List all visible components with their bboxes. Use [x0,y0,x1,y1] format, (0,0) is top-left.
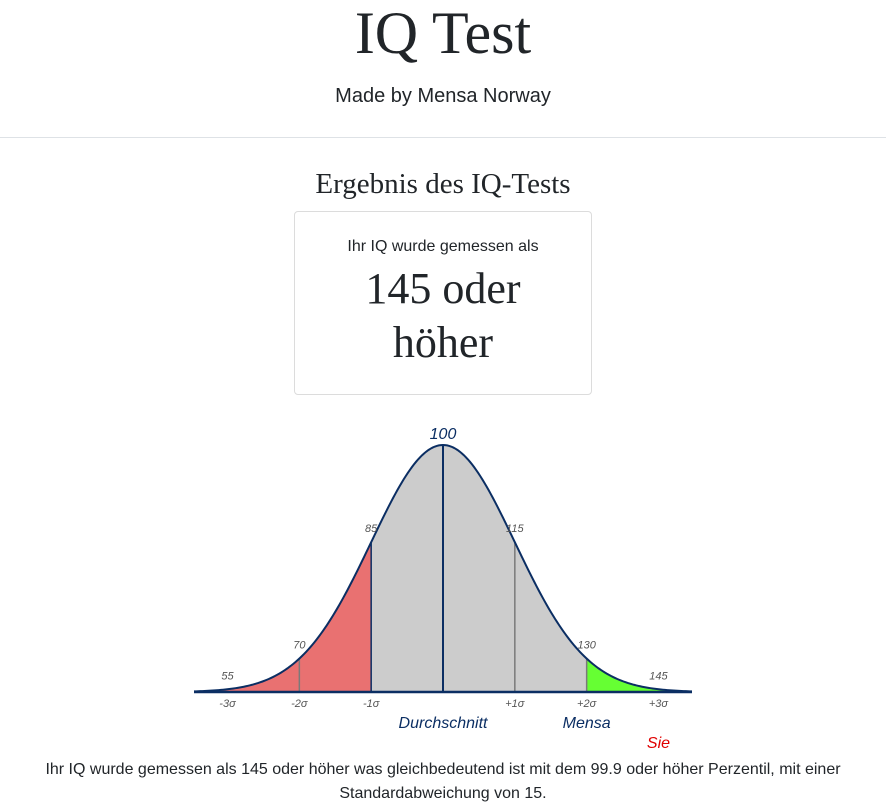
annotation-sie: Sie [647,735,670,752]
result-card-label: Ihr IQ wurde gemessen als [347,238,539,255]
distribution-region-1 [371,445,587,692]
site-title: IQ Test [354,0,532,66]
distribution-region-2 [586,658,692,692]
iq-tick-label-145: 145 [649,670,668,682]
iq-distribution-chart: 55 70 85 100 115 130 145 -3σ -2σ -1σ +1σ +2σ +3σ Durc… [193,426,693,752]
iq-score-value: 145 oder höher [365,264,521,367]
iq-tick-label-55: 55 [221,670,234,682]
sigma-tick-label-145: +3σ [649,698,669,710]
bell-curve-line [193,443,693,693]
sigma-tick-label-130: +2σ [577,698,597,710]
page-header: IQ Test Made by Mensa Norway [0,0,886,138]
result-heading: Ergebnis des IQ-Tests [315,168,571,200]
iq-tick-label-85: 85 [365,523,378,535]
annotation-mensa: Mensa [563,715,611,732]
result-summary: Ihr IQ wurde gemessen als 145 oder höher… [45,761,841,802]
sigma-tick-label-70: -2σ [291,698,308,710]
result-card: Ihr IQ wurde gemessen als 145 oder höher [294,211,592,395]
distribution-region-0 [194,542,372,692]
sigma-tick-label-55: -3σ [219,698,236,710]
sigma-tick-label-85: -1σ [363,698,380,710]
site-subtitle: Made by Mensa Norway [335,85,551,107]
iq-tick-label-130: 130 [577,640,596,652]
sigma-tick-label-115: +1σ [505,698,525,710]
iq-tick-label-100: 100 [430,426,457,443]
iq-tick-label-70: 70 [293,640,306,652]
iq-tick-label-115: 115 [506,523,524,535]
annotation-durchschnitt: Durchschnitt [399,715,488,732]
